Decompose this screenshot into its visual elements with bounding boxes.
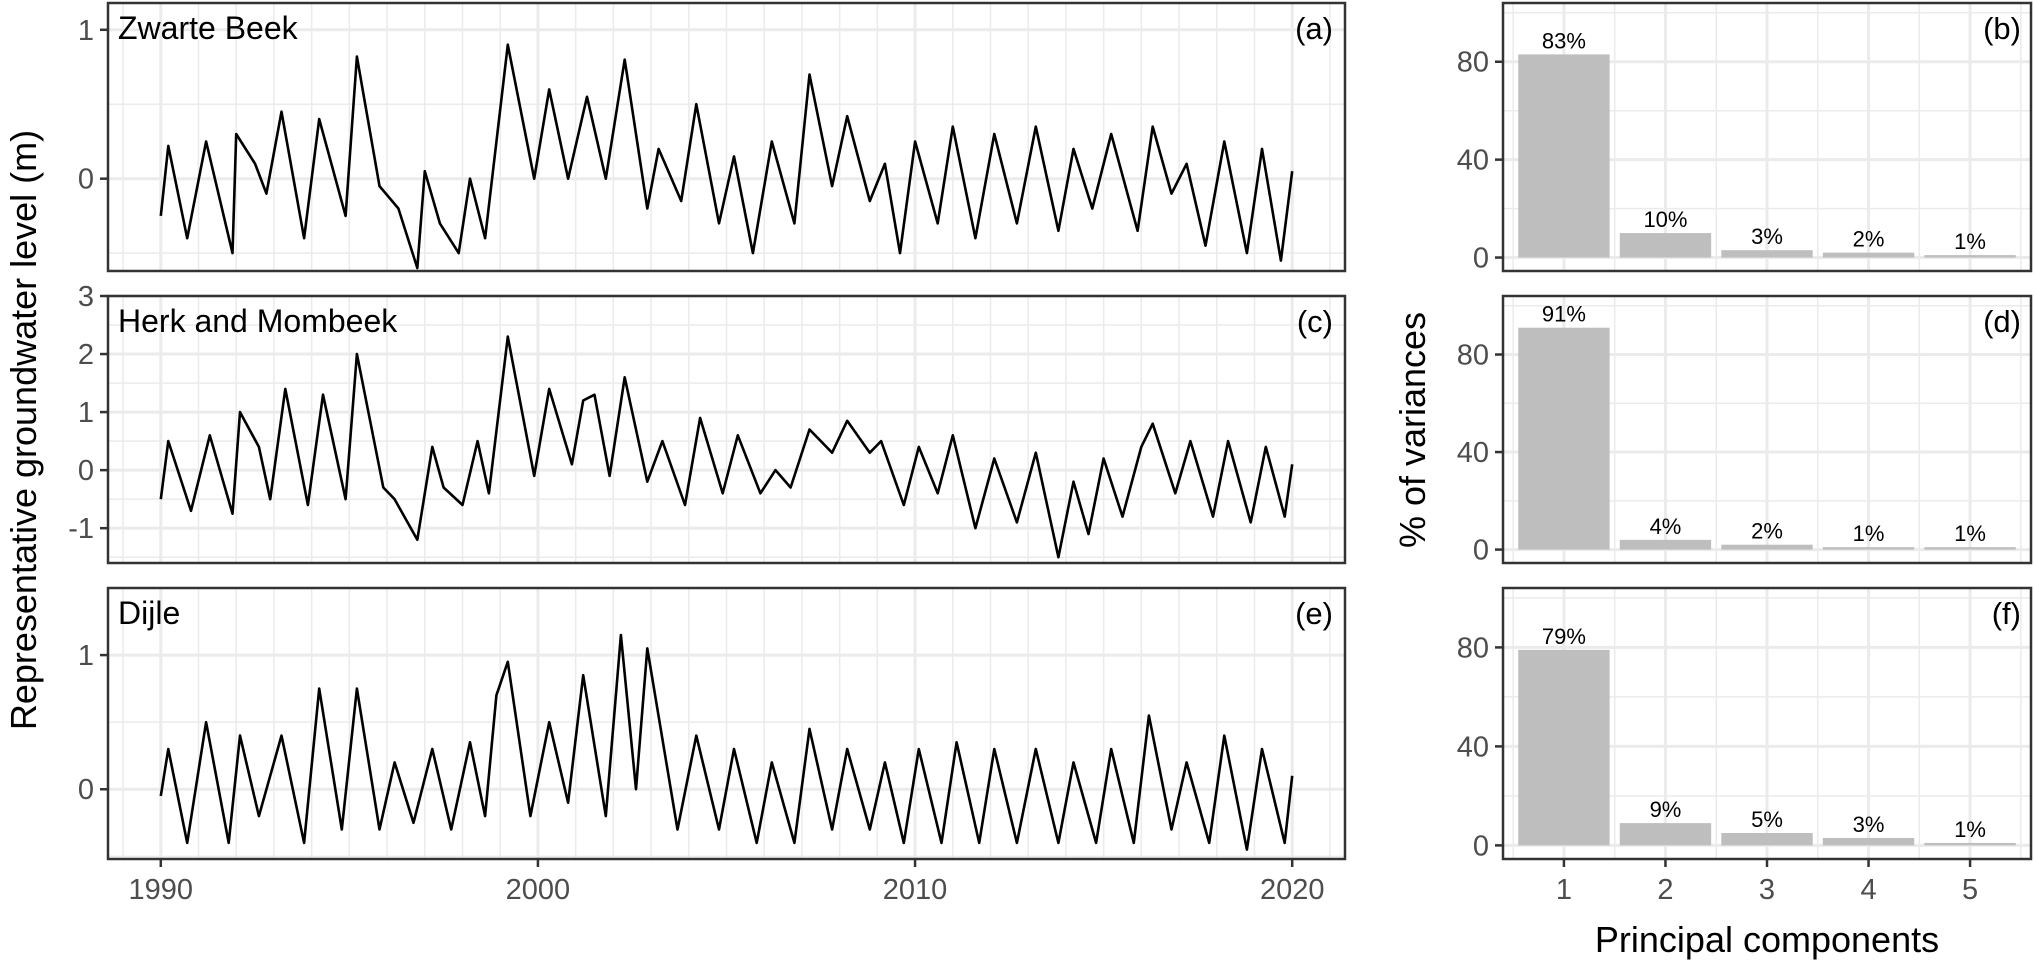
bar-pc-1: [1518, 54, 1610, 258]
panel-label: (c): [1297, 304, 1333, 339]
panel-title: Dijle: [118, 595, 180, 631]
bar-value-label: 83%: [1542, 28, 1586, 53]
x-tick-label: 5: [1962, 874, 1978, 906]
bar-value-label: 91%: [1542, 302, 1586, 327]
bar-pc-2: [1619, 539, 1712, 550]
panel-label: (b): [1983, 11, 2021, 46]
bar-pc-2: [1619, 233, 1712, 258]
x-tick-label: 3: [1759, 874, 1775, 906]
x-tick-label: 2010: [883, 874, 948, 906]
y-tick-label: 3: [78, 281, 94, 313]
panel-label: (f): [1992, 596, 2021, 631]
series-line: [159, 43, 1294, 270]
panel-border: [106, 294, 1347, 565]
bar-value-label: 1%: [1954, 521, 1986, 546]
bar-value-label: 79%: [1542, 624, 1586, 649]
bar-pc-4: [1822, 837, 1915, 846]
panel-title: Herk and Mombeek: [118, 303, 398, 339]
line-panel-e: 0 1 Dijle (e) 1990 2000 2010 2020: [78, 586, 1347, 906]
bar-pc-5: [1924, 842, 2016, 846]
bar-pc-3: [1721, 544, 1813, 550]
bar-value-label: 9%: [1650, 797, 1682, 822]
series-line: [159, 335, 1294, 559]
bar-value-label: 1%: [1954, 229, 1986, 254]
y-tick-label: 80: [1457, 47, 1489, 79]
y-tick-label: 0: [78, 455, 94, 487]
y-tick-label: 0: [1473, 243, 1489, 275]
bar-pc-3: [1721, 833, 1813, 846]
x-tick-label: 2000: [506, 874, 571, 906]
bar-value-label: 4%: [1650, 514, 1682, 539]
y-tick-label: 1: [78, 397, 94, 429]
bar-value-label: 2%: [1751, 519, 1783, 544]
panel-border: [106, 1, 1347, 273]
bar-value-label: 3%: [1751, 224, 1783, 249]
bar-value-label: 3%: [1853, 812, 1885, 837]
panel-border: [106, 586, 1347, 861]
bar-pc-4: [1822, 252, 1915, 258]
panel-border: [1501, 1, 2033, 273]
right-x-axis-title: Principal components: [1595, 919, 1939, 960]
bar-pc-2: [1619, 823, 1712, 846]
x-tick-label: 2020: [1260, 874, 1325, 906]
y-tick-label: 40: [1457, 731, 1489, 763]
y-tick-label: 0: [78, 774, 94, 806]
y-tick-label: 1: [78, 15, 94, 47]
y-tick-label: 2: [78, 339, 94, 371]
x-tick-label: 4: [1860, 874, 1876, 906]
y-tick-label: 40: [1457, 145, 1489, 177]
bar-panel-d: 91% 4% 2% 1% 1% 0 40 80 (d): [1457, 294, 2033, 567]
y-tick-label: -1: [68, 513, 94, 545]
panel-label: (a): [1295, 11, 1333, 46]
y-tick-label: 80: [1457, 340, 1489, 372]
line-panel-a: 0 1 Zwarte Beek (a): [78, 1, 1347, 273]
x-tick-label: 2: [1657, 874, 1673, 906]
panel-label: (e): [1295, 596, 1333, 631]
bar-pc-1: [1518, 649, 1610, 846]
y-tick-label: 40: [1457, 437, 1489, 469]
right-y-axis-title: % of variances: [1392, 312, 1433, 548]
bar-value-label: 2%: [1853, 227, 1885, 252]
bar-value-label: 10%: [1643, 207, 1687, 232]
x-tick-label: 1990: [129, 874, 194, 906]
line-panel-c: -1 0 1 2 3 Herk and Mombeek (c): [68, 281, 1347, 565]
panel-title: Zwarte Beek: [118, 10, 299, 46]
bar-value-label: 5%: [1751, 807, 1783, 832]
y-tick-label: 1: [78, 640, 94, 672]
y-tick-label: 0: [1473, 535, 1489, 567]
bar-panel-b: 83% 10% 3% 2% 1% 0 40 80 (b): [1457, 1, 2033, 275]
x-tick-label: 1: [1556, 874, 1572, 906]
left-y-axis-title: Representative groundwater level (m): [3, 130, 44, 730]
bar-pc-1: [1518, 327, 1610, 550]
bar-value-label: 1%: [1954, 817, 1986, 842]
y-tick-label: 80: [1457, 632, 1489, 664]
bar-panel-f: 79% 9% 5% 3% 1% 0 40 80 (f) 1 2 3 4 5: [1457, 586, 2033, 906]
bar-pc-3: [1721, 250, 1813, 258]
bar-value-label: 1%: [1853, 521, 1885, 546]
bar-pc-5: [1924, 255, 2016, 258]
y-tick-label: 0: [78, 164, 94, 196]
series-line: [159, 633, 1294, 851]
panel-label: (d): [1983, 304, 2021, 339]
bar-pc-5: [1924, 547, 2016, 550]
panel-border: [1501, 294, 2033, 565]
bar-pc-4: [1822, 547, 1915, 550]
y-tick-label: 0: [1473, 830, 1489, 862]
